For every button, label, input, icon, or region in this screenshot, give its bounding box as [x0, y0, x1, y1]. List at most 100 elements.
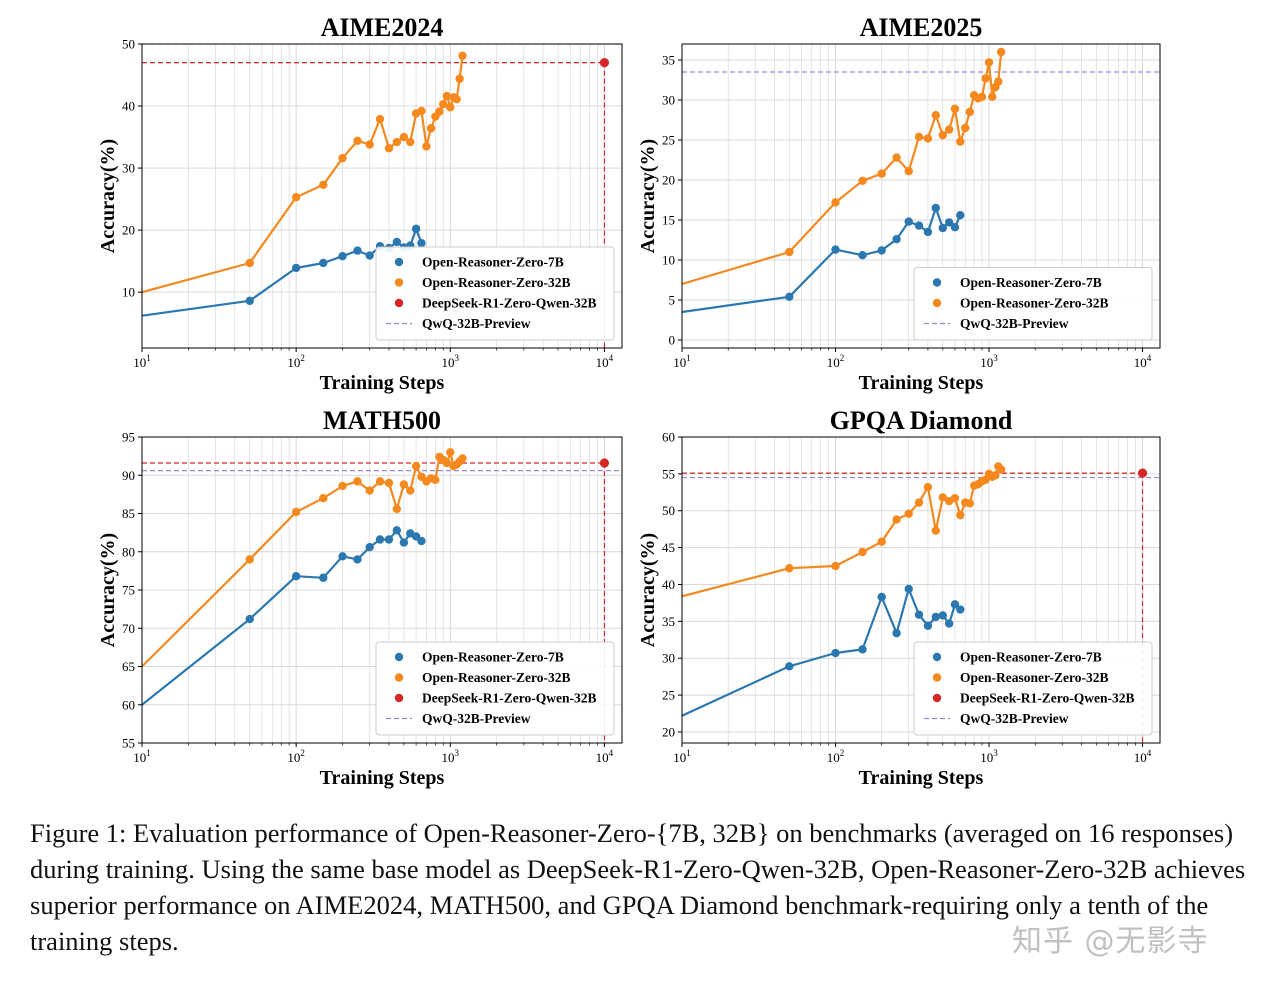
data-point-7b [923, 621, 933, 630]
data-point-7b [392, 237, 402, 247]
data-point-32b [904, 167, 913, 176]
figure-caption: Figure 1: Evaluation performance of Open… [30, 818, 1246, 956]
data-point-32b [961, 123, 970, 133]
data-point-32b [996, 465, 1006, 474]
data-point-32b [406, 486, 415, 495]
x-tick-label: 103 [442, 748, 460, 765]
y-tick-label: 25 [662, 688, 675, 703]
data-point-32b [245, 258, 254, 268]
data-point-32b [858, 176, 867, 185]
deepseek-point [1137, 468, 1148, 478]
data-point-7b [904, 217, 913, 226]
y-tick-label: 50 [122, 37, 135, 52]
data-point-32b [431, 475, 440, 485]
data-point-32b [439, 99, 448, 109]
data-point-32b [365, 486, 374, 495]
legend-label: QwQ-32B-Preview [960, 711, 1069, 726]
data-point-32b [435, 107, 444, 116]
chart-panel-3: 55 60 65 70 75 80 85 90 95 101 102 103 104 MATH500 Tra… [97, 406, 623, 789]
data-point-32b [914, 498, 924, 507]
y-tick-label: 90 [122, 468, 135, 483]
axes-frame [681, 436, 1161, 744]
y-axis-label: Accuracy(%) [637, 533, 659, 647]
data-point-7b [858, 251, 867, 260]
data-point-32b [392, 137, 402, 147]
data-point-7b [365, 251, 374, 260]
series-line-32b [682, 465, 1002, 598]
chart-title: MATH500 [323, 406, 441, 435]
data-point-7b [417, 238, 426, 248]
y-tick-label: 20 [662, 724, 675, 739]
x-tick-label: 103 [442, 353, 460, 370]
y-tick-label: 25 [662, 133, 675, 148]
legend-swatch [932, 298, 942, 308]
data-point-32b [319, 494, 328, 503]
data-point-7b [931, 612, 940, 622]
data-point-32b [938, 131, 947, 140]
data-point-7b [338, 251, 347, 261]
series-line-32b [142, 451, 464, 668]
y-tick-label: 10 [122, 285, 135, 300]
legend-label: DeepSeek-R1-Zero-Qwen-32B [422, 691, 596, 706]
legend-label: DeepSeek-R1-Zero-Qwen-32B [960, 691, 1134, 706]
x-tick-label: 103 [980, 353, 998, 370]
data-point-7b [892, 235, 901, 244]
data-point-32b [446, 448, 455, 457]
data-point-32b [944, 125, 954, 134]
y-tick-label: 0 [669, 333, 676, 348]
x-tick-label: 101 [673, 353, 691, 370]
data-point-32b [426, 124, 436, 133]
data-point-32b [996, 47, 1006, 57]
x-tick-label: 104 [1134, 353, 1152, 370]
data-point-7b [245, 614, 254, 624]
axes-frame [141, 43, 623, 349]
data-point-32b [950, 494, 960, 503]
chart-panel-1: 10 20 30 40 50 101 102 103 104 AIME2024 Training S… [97, 13, 623, 394]
x-axis-label: Training Steps [320, 767, 445, 789]
data-point-7b [923, 227, 933, 237]
data-point-7b [245, 296, 254, 306]
x-axis-label: Training Steps [320, 372, 445, 394]
legend-label: Open-Reasoner-Zero-7B [422, 650, 564, 665]
y-tick-label: 80 [122, 544, 135, 559]
y-tick-label: 65 [122, 659, 135, 674]
legend-label: QwQ-32B-Preview [422, 711, 531, 726]
y-tick-label: 30 [662, 651, 675, 666]
data-point-32b [319, 180, 328, 190]
legend: Open-Reasoner-Zero-7B Open-Reasoner-Zero-… [913, 641, 1153, 736]
x-axis-label: Training Steps [859, 767, 984, 789]
y-tick-label: 60 [662, 430, 675, 445]
series-line-32b [682, 51, 1003, 286]
data-point-32b [914, 132, 924, 141]
legend-label: QwQ-32B-Preview [960, 316, 1069, 331]
y-tick-label: 75 [122, 583, 135, 598]
data-point-7b [944, 218, 954, 227]
data-point-7b [785, 662, 794, 671]
data-point-7b [956, 605, 965, 614]
data-point-7b [353, 555, 362, 564]
data-point-32b [956, 510, 965, 520]
data-point-32b [338, 481, 347, 491]
legend-label: Open-Reasoner-Zero-7B [422, 255, 564, 270]
legend-swatch [394, 693, 404, 703]
y-tick-label: 85 [122, 506, 135, 521]
data-point-7b [938, 223, 947, 233]
legend-box [913, 267, 1153, 341]
y-tick-label: 95 [122, 430, 135, 445]
data-point-32b [399, 480, 409, 489]
y-tick-label: 50 [662, 503, 675, 518]
legend-box [375, 246, 615, 341]
data-point-7b [785, 292, 794, 301]
data-point-7b [858, 645, 867, 654]
y-tick-label: 10 [662, 253, 675, 268]
x-axis-label: Training Steps [859, 372, 984, 394]
legend-label: Open-Reasoner-Zero-7B [960, 650, 1102, 665]
y-axis-label: Accuracy(%) [97, 139, 119, 253]
legend-swatch [394, 257, 404, 267]
data-point-7b [353, 246, 362, 255]
data-point-32b [291, 193, 301, 202]
legend-box [375, 641, 615, 736]
y-tick-label: 55 [662, 466, 675, 481]
data-point-32b [422, 142, 431, 151]
x-tick-label: 101 [133, 748, 151, 765]
